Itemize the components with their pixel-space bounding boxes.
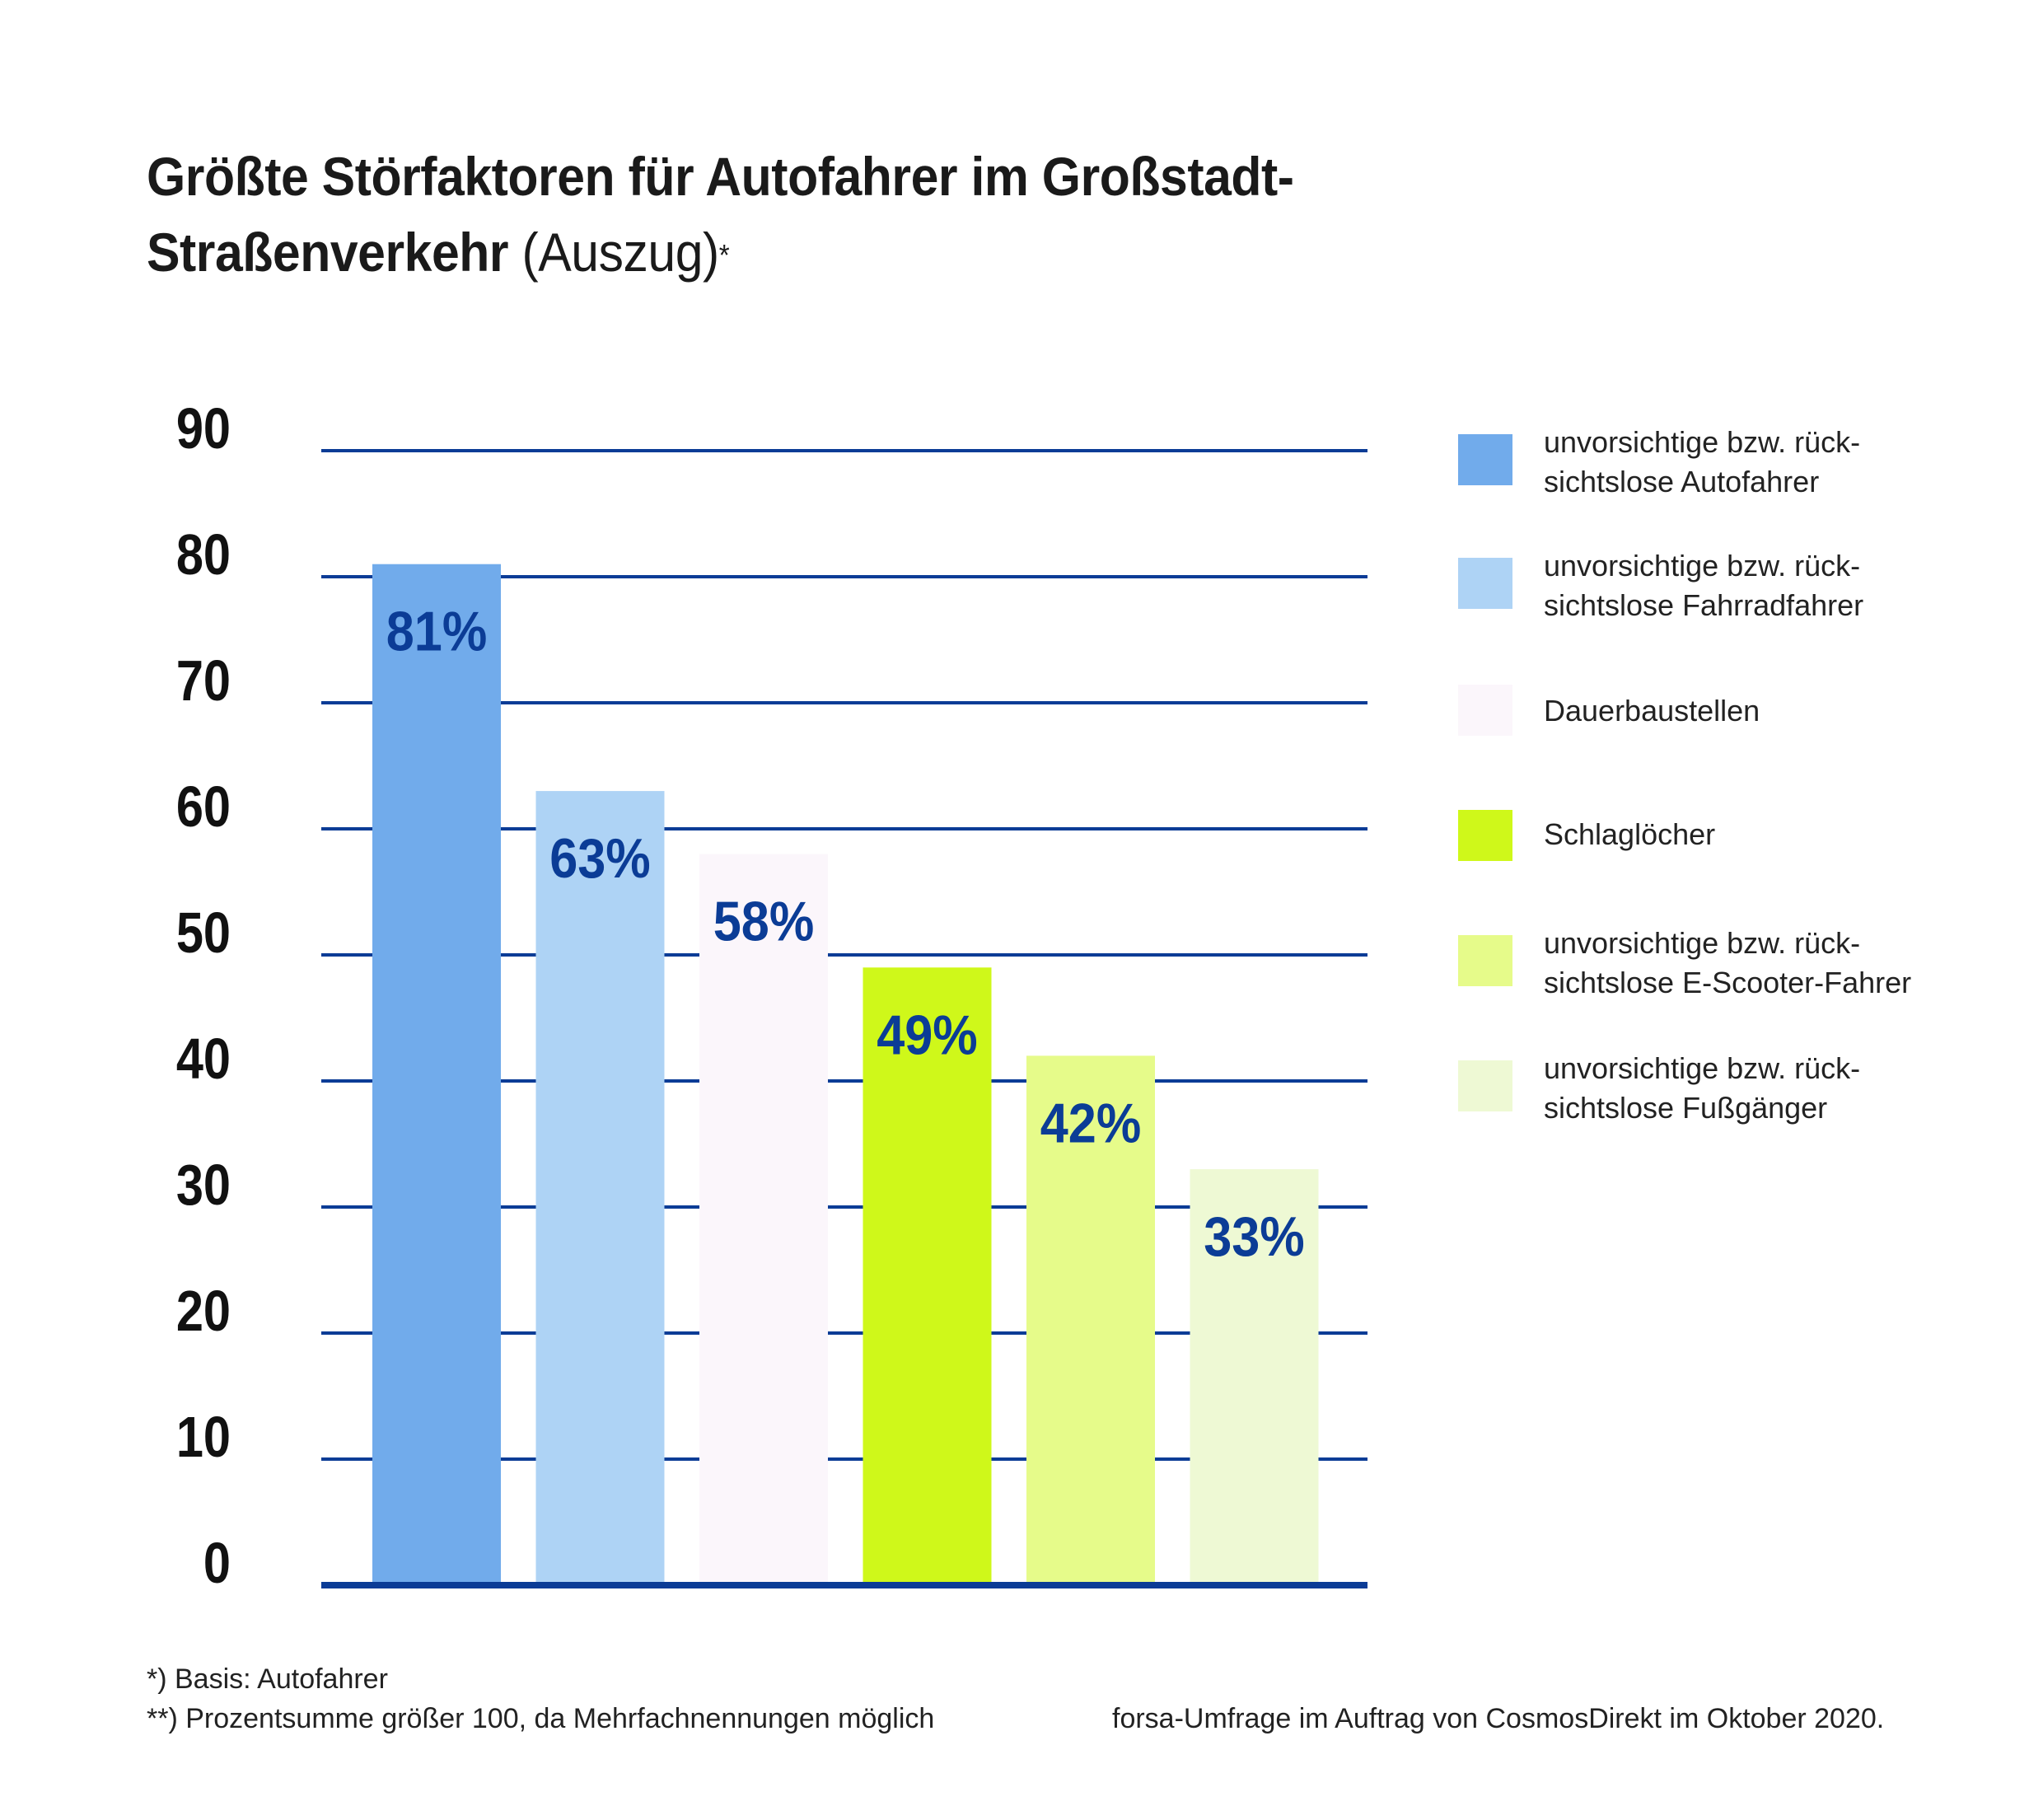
footnote-basis: *) Basis: Autofahrer <box>147 1663 388 1695</box>
legend-item: unvorsichtige bzw. rück-sichtslose E-Sco… <box>1458 926 1952 1018</box>
title-line-1: Größte Störfaktoren für Autofahrer im Gr… <box>147 146 1294 207</box>
legend-swatch <box>1458 810 1512 861</box>
bar <box>1026 1055 1155 1585</box>
y-tick-label: 40 <box>176 1026 231 1091</box>
chart-title: Größte Störfaktoren für Autofahrer im Gr… <box>147 138 1435 290</box>
bar <box>372 564 501 1586</box>
legend-label: unvorsichtige bzw. rück-sichtslose Autof… <box>1544 425 1861 498</box>
title-footnote-marker: * <box>718 238 730 272</box>
legend-label: Dauerbaustellen <box>1544 694 1760 728</box>
legend-item: unvorsichtige bzw. rück-sichtslose Autof… <box>1458 424 1952 515</box>
data-label: 33% <box>1204 1205 1304 1268</box>
y-tick-label: 90 <box>176 395 231 461</box>
legend-swatch <box>1458 935 1512 986</box>
y-axis-tick-labels: 0 10 20 30 40 50 60 70 80 90 <box>176 395 231 1595</box>
legend-label: unvorsichtige bzw. rück-sichtslose Fußgä… <box>1544 1051 1861 1125</box>
legend-label: Schlaglöcher <box>1544 817 1716 851</box>
y-tick-label: 10 <box>176 1404 231 1469</box>
bar <box>699 854 828 1585</box>
data-labels: 81% 63% 58% 49% 42% 33% <box>386 600 1305 1268</box>
y-tick-label: 20 <box>176 1278 231 1343</box>
y-tick-label: 60 <box>176 774 231 839</box>
legend-label: unvorsichtige bzw. rück-sichtslose Fahrr… <box>1544 549 1864 622</box>
legend-item: Schlaglöcher <box>1458 810 1952 902</box>
y-tick-label: 80 <box>176 522 231 587</box>
legend-item: Dauerbaustellen <box>1458 685 1952 779</box>
footnote-source: forsa-Umfrage im Auftrag von CosmosDirek… <box>1112 1703 1885 1734</box>
title-line-2-bold: Straßenverkehr <box>147 222 509 283</box>
data-label: 58% <box>713 890 814 953</box>
title-line-2-light: (Auszug) <box>508 222 719 283</box>
y-tick-label: 0 <box>203 1530 231 1595</box>
footnote-sum: **) Prozentsumme größer 100, da Mehrfach… <box>147 1703 935 1734</box>
data-label: 42% <box>1040 1091 1141 1154</box>
legend-swatch <box>1458 434 1512 485</box>
legend-swatch <box>1458 558 1512 609</box>
data-label: 49% <box>877 1003 977 1066</box>
y-tick-label: 70 <box>176 648 231 713</box>
y-tick-label: 50 <box>176 900 231 965</box>
legend-swatch <box>1458 685 1512 736</box>
legend-item: unvorsichtige bzw. rück-sichtslose Fußgä… <box>1458 1051 1952 1143</box>
legend-swatch <box>1458 1060 1512 1111</box>
legend-label: unvorsichtige bzw. rück-sichtslose E-Sco… <box>1544 926 1912 999</box>
data-label: 63% <box>549 826 650 890</box>
data-label: 81% <box>386 600 487 663</box>
legend-item: unvorsichtige bzw. rück-sichtslose Fahrr… <box>1458 549 1952 640</box>
bar <box>535 791 665 1585</box>
y-tick-label: 30 <box>176 1152 231 1217</box>
title-line-2: Straßenverkehr (Auszug)* <box>147 214 1435 290</box>
bar <box>863 967 992 1585</box>
bar <box>1190 1169 1319 1585</box>
bars <box>372 564 1319 1586</box>
